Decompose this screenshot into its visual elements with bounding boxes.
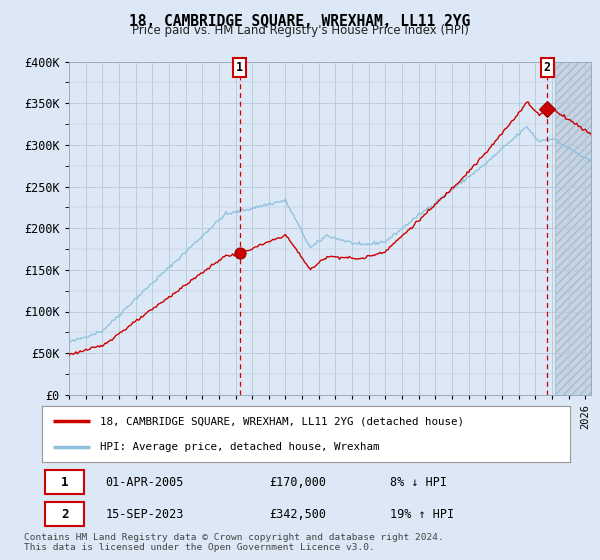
- Text: HPI: Average price, detached house, Wrexham: HPI: Average price, detached house, Wrex…: [100, 442, 380, 452]
- Text: 1: 1: [236, 61, 243, 74]
- FancyBboxPatch shape: [44, 502, 84, 526]
- Text: 18, CAMBRIDGE SQUARE, WREXHAM, LL11 2YG (detached house): 18, CAMBRIDGE SQUARE, WREXHAM, LL11 2YG …: [100, 416, 464, 426]
- Text: Price paid vs. HM Land Registry's House Price Index (HPI): Price paid vs. HM Land Registry's House …: [131, 24, 469, 37]
- Text: 1: 1: [61, 476, 68, 489]
- Text: £170,000: £170,000: [269, 476, 326, 489]
- Text: £342,500: £342,500: [269, 508, 326, 521]
- Text: 19% ↑ HPI: 19% ↑ HPI: [391, 508, 455, 521]
- FancyBboxPatch shape: [44, 470, 84, 494]
- Text: 15-SEP-2023: 15-SEP-2023: [106, 508, 184, 521]
- Text: This data is licensed under the Open Government Licence v3.0.: This data is licensed under the Open Gov…: [24, 543, 375, 552]
- Bar: [555, 62, 597, 395]
- Text: 8% ↓ HPI: 8% ↓ HPI: [391, 476, 448, 489]
- Text: 18, CAMBRIDGE SQUARE, WREXHAM, LL11 2YG: 18, CAMBRIDGE SQUARE, WREXHAM, LL11 2YG: [130, 14, 470, 29]
- Text: Contains HM Land Registry data © Crown copyright and database right 2024.: Contains HM Land Registry data © Crown c…: [24, 533, 444, 542]
- Bar: [555, 62, 597, 395]
- Text: 01-APR-2005: 01-APR-2005: [106, 476, 184, 489]
- Text: 2: 2: [544, 61, 551, 74]
- Text: 2: 2: [61, 508, 68, 521]
